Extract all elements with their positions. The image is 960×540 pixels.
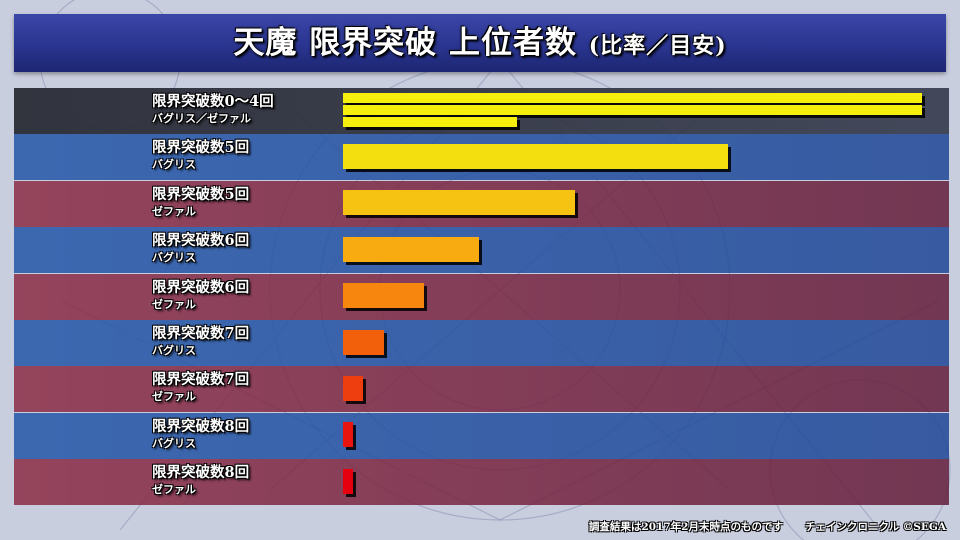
footer: 調査結果は2017年2月末時点のものです チェインクロニクル ©SEGA xyxy=(589,519,946,534)
category-label: 限界突破数5回 xyxy=(152,185,250,203)
row-band xyxy=(14,366,949,413)
category-label: 限界突破数5回 xyxy=(152,139,250,157)
category-sublabel: バグリス xyxy=(152,158,196,172)
category-label: 限界突破数7回 xyxy=(152,325,250,342)
bar xyxy=(343,329,384,355)
category-sublabel: バグリス／ゼファル xyxy=(152,112,251,125)
bar xyxy=(343,422,354,448)
bar xyxy=(343,93,922,103)
title-main: 天魔 限界突破 上位者数 xyxy=(233,25,577,61)
category-label: 限界突破数8回 xyxy=(152,417,250,435)
category-sublabel: バグリス xyxy=(152,344,196,357)
bar xyxy=(343,143,729,169)
bar xyxy=(343,117,517,127)
category-label: 限界突破数7回 xyxy=(152,371,250,389)
row-band xyxy=(14,227,949,274)
bar xyxy=(343,190,575,216)
bar xyxy=(343,375,364,401)
footer-note: 調査結果は2017年2月末時点のものです xyxy=(588,521,783,533)
row-band xyxy=(14,412,949,459)
footer-credit: チェインクロニクル ©SEGA xyxy=(804,521,946,533)
category-sublabel: バグリス xyxy=(152,436,196,450)
row-band xyxy=(14,459,949,506)
bar xyxy=(343,105,922,115)
category-sublabel: ゼファル xyxy=(152,204,196,218)
category-sublabel: ゼファル xyxy=(152,297,196,311)
row-band xyxy=(14,273,949,320)
chart-title: 天魔 限界突破 上位者数 (比率／目安) xyxy=(0,14,960,72)
category-sublabel: ゼファル xyxy=(152,390,196,404)
category-label: 限界突破数6回 xyxy=(152,278,250,296)
row-band xyxy=(14,320,949,366)
category-sublabel: バグリス xyxy=(152,251,196,265)
bar xyxy=(343,468,354,494)
bar xyxy=(343,236,480,262)
bar xyxy=(343,283,425,309)
title-bar xyxy=(14,14,946,72)
category-label: 限界突破数8回 xyxy=(152,464,250,482)
category-sublabel: ゼファル xyxy=(152,483,196,497)
category-label: 限界突破数0～4回 xyxy=(152,93,274,110)
category-label: 限界突破数6回 xyxy=(152,232,250,250)
title-sub: (比率／目安) xyxy=(588,33,727,59)
